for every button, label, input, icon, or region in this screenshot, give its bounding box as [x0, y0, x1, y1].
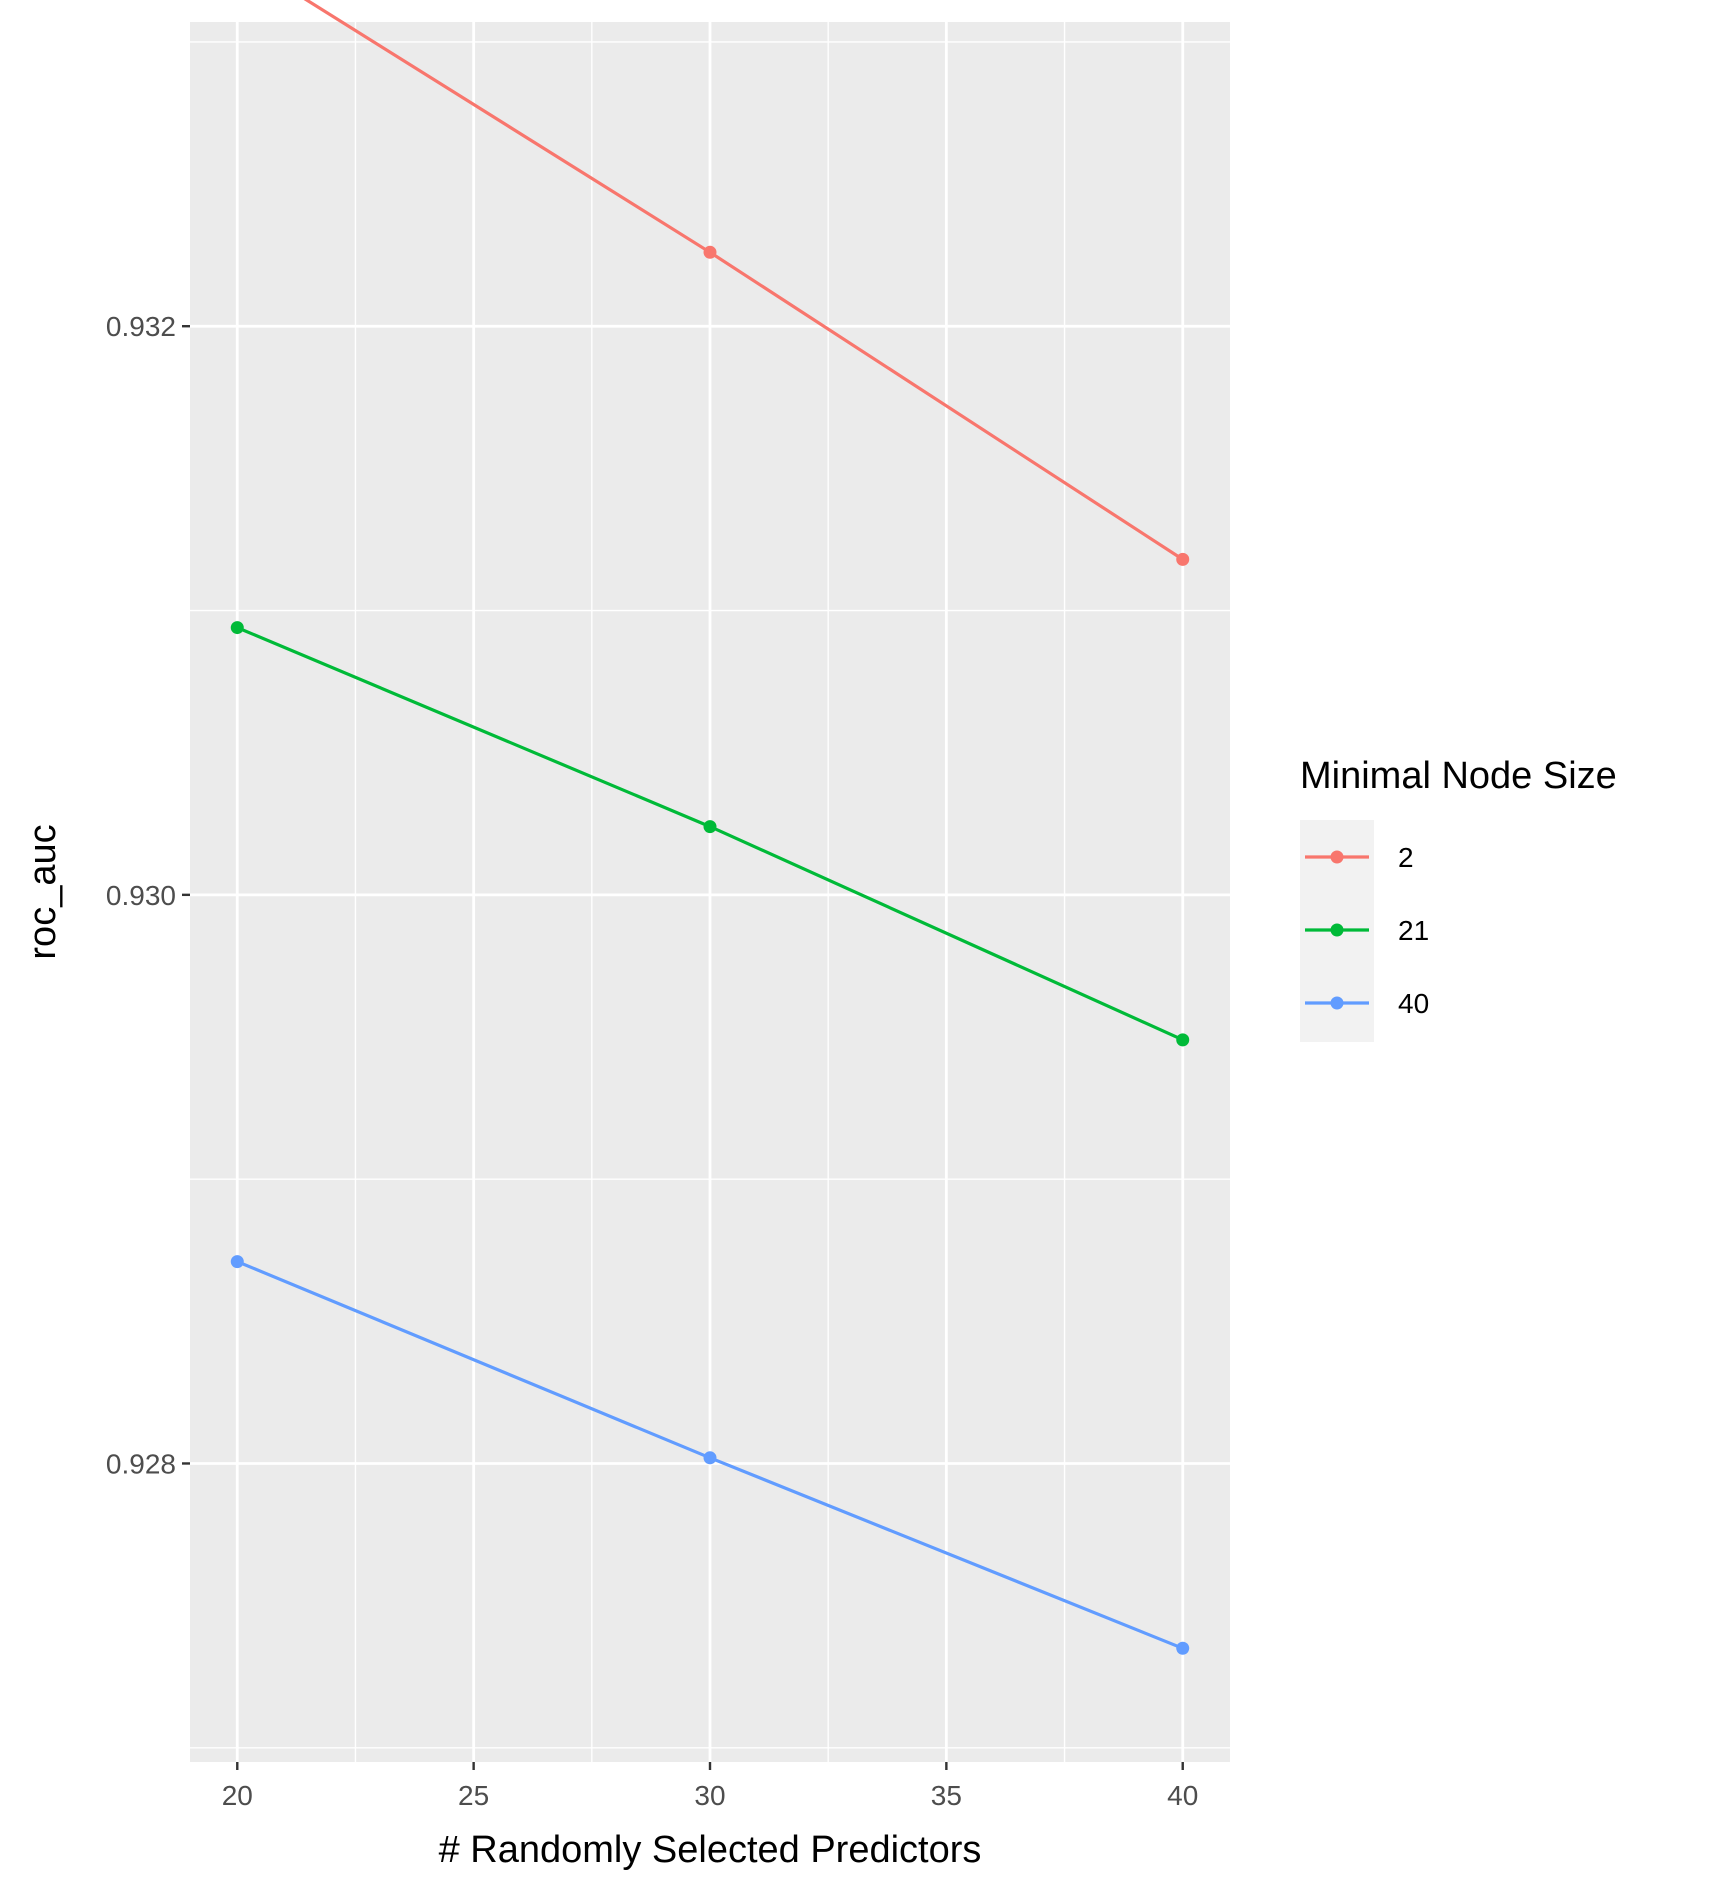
x-axis-title: # Randomly Selected Predictors [439, 1829, 982, 1871]
data-point-21 [703, 820, 717, 834]
series-layer [230, 0, 1190, 1655]
data-point-2 [703, 245, 717, 259]
tick-labels: 20 25 30 35 40 0.928 0.930 0.932 [106, 311, 1198, 1811]
y-tick-label: 0.928 [106, 1448, 176, 1479]
data-point-40 [1176, 1641, 1190, 1655]
legend: Minimal Node Size 2 21 40 [1300, 755, 1617, 1042]
legend-items: 2 21 40 [1305, 842, 1429, 1019]
y-axis-title: roc_auc [22, 824, 64, 959]
data-point-21 [1176, 1033, 1190, 1047]
x-tick-label: 30 [694, 1780, 725, 1811]
y-tick-label: 0.932 [106, 311, 176, 342]
x-tick-label: 35 [931, 1780, 962, 1811]
x-tick-label: 20 [222, 1780, 253, 1811]
legend-title: Minimal Node Size [1300, 755, 1617, 797]
y-tick-label: 0.930 [106, 880, 176, 911]
legend-key-point-2 [1330, 850, 1344, 864]
x-tick-label: 25 [458, 1780, 489, 1811]
legend-label-2: 2 [1398, 842, 1414, 873]
data-point-21 [230, 621, 244, 635]
data-point-40 [703, 1451, 717, 1465]
data-point-2 [1176, 552, 1190, 566]
x-tick-label: 40 [1167, 1780, 1198, 1811]
axis-ticks [182, 325, 1184, 1770]
legend-key-point-21 [1330, 923, 1344, 937]
legend-key-point-40 [1330, 996, 1344, 1010]
data-point-40 [230, 1255, 244, 1269]
legend-label-21: 21 [1398, 915, 1429, 946]
legend-label-40: 40 [1398, 988, 1429, 1019]
